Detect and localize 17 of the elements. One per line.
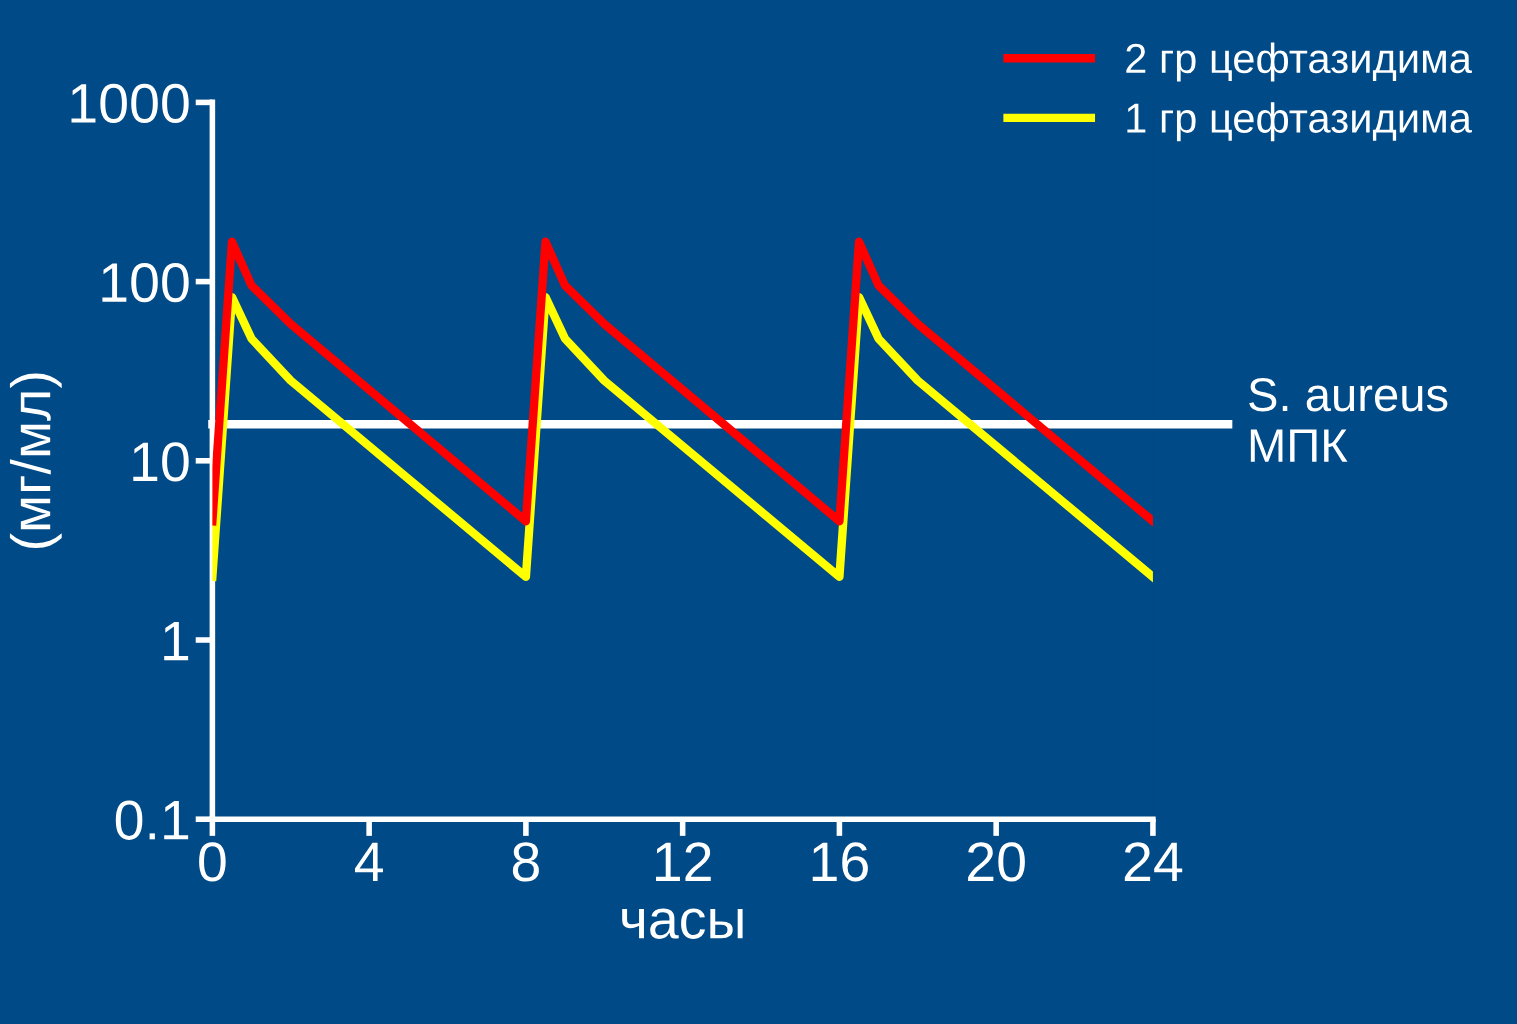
- y-tick-label: 0.1: [115, 800, 189, 840]
- x-tick-label: 12: [655, 842, 711, 881]
- ref-line-label: S. aureus МПК: [1249, 378, 1448, 462]
- y-axis-title: (мг/мл): [9, 373, 62, 549]
- y-tick-label: 10: [133, 442, 189, 482]
- x-tick-label: 0: [199, 842, 226, 882]
- x-tick-label: 8: [512, 842, 539, 882]
- x-tick-label: 24: [1124, 842, 1183, 881]
- y-tick-label: 100: [102, 262, 189, 303]
- x-tick-label: 16: [812, 842, 868, 882]
- x-tick-label: 4: [354, 842, 383, 881]
- y-tick-label: 1000: [71, 83, 189, 124]
- legend-label: 2 гр цефтазидима: [1126, 42, 1472, 82]
- x-axis-title: часы: [622, 908, 743, 939]
- x-tick-label: 20: [968, 842, 1025, 882]
- legend-label: 1 гр цефтазидима: [1127, 102, 1472, 142]
- y-tick-label: 1: [164, 621, 189, 661]
